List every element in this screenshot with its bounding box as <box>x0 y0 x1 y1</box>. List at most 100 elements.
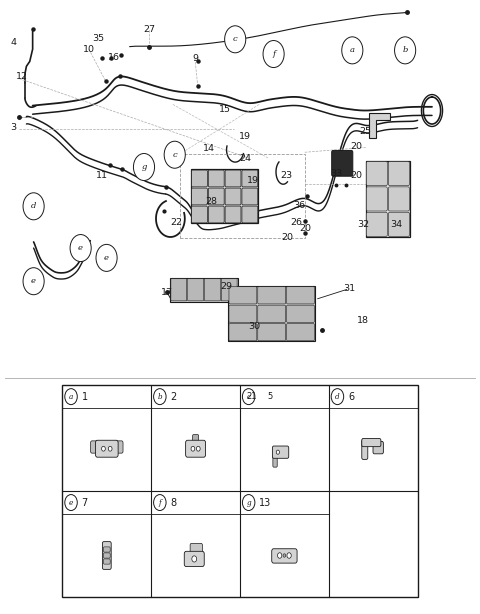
Text: 25: 25 <box>360 127 372 136</box>
FancyBboxPatch shape <box>192 206 207 223</box>
FancyBboxPatch shape <box>229 305 257 322</box>
FancyBboxPatch shape <box>242 206 258 223</box>
FancyBboxPatch shape <box>229 287 257 304</box>
FancyBboxPatch shape <box>242 188 258 205</box>
FancyBboxPatch shape <box>192 170 207 187</box>
Text: 36: 36 <box>293 201 305 209</box>
Circle shape <box>108 446 112 451</box>
FancyBboxPatch shape <box>388 187 409 211</box>
Text: 22: 22 <box>170 218 182 227</box>
Text: 17: 17 <box>161 288 173 297</box>
Text: f: f <box>158 499 161 507</box>
Circle shape <box>65 494 77 510</box>
FancyBboxPatch shape <box>221 279 237 301</box>
Text: 24: 24 <box>239 154 251 163</box>
Text: e: e <box>78 244 83 252</box>
FancyBboxPatch shape <box>388 161 409 185</box>
Circle shape <box>23 193 44 220</box>
Circle shape <box>225 26 246 53</box>
FancyBboxPatch shape <box>362 438 381 446</box>
Circle shape <box>102 446 105 451</box>
Text: 29: 29 <box>221 282 232 290</box>
Text: 12: 12 <box>15 72 27 81</box>
FancyBboxPatch shape <box>373 441 384 454</box>
Bar <box>366 161 410 237</box>
Circle shape <box>154 389 166 405</box>
FancyBboxPatch shape <box>225 170 241 187</box>
FancyBboxPatch shape <box>192 435 199 444</box>
Text: c: c <box>247 392 251 400</box>
Text: 32: 32 <box>357 220 369 229</box>
Bar <box>228 286 315 341</box>
FancyBboxPatch shape <box>190 543 203 556</box>
Bar <box>191 169 258 223</box>
Text: 1: 1 <box>82 392 88 402</box>
Text: b: b <box>402 46 408 55</box>
Text: 20: 20 <box>350 142 362 150</box>
FancyBboxPatch shape <box>208 188 224 205</box>
Circle shape <box>192 556 197 562</box>
Circle shape <box>263 41 284 68</box>
FancyBboxPatch shape <box>102 542 111 569</box>
Text: c: c <box>233 35 238 44</box>
Text: g: g <box>246 499 251 507</box>
FancyBboxPatch shape <box>184 551 204 567</box>
FancyBboxPatch shape <box>388 212 409 236</box>
FancyBboxPatch shape <box>225 206 241 223</box>
Circle shape <box>191 446 195 451</box>
FancyBboxPatch shape <box>258 305 286 322</box>
Circle shape <box>96 244 117 271</box>
Circle shape <box>276 450 279 454</box>
FancyBboxPatch shape <box>115 441 123 453</box>
FancyBboxPatch shape <box>208 206 224 223</box>
Text: 28: 28 <box>205 197 217 206</box>
Circle shape <box>242 494 255 510</box>
Text: g: g <box>141 163 147 171</box>
Text: e: e <box>31 277 36 286</box>
FancyBboxPatch shape <box>287 324 314 341</box>
Text: 35: 35 <box>92 34 105 42</box>
FancyBboxPatch shape <box>96 440 118 457</box>
Text: 14: 14 <box>204 144 215 153</box>
Text: 16: 16 <box>108 53 120 62</box>
FancyBboxPatch shape <box>287 287 314 304</box>
FancyBboxPatch shape <box>204 279 220 301</box>
FancyBboxPatch shape <box>225 188 241 205</box>
FancyBboxPatch shape <box>362 440 368 459</box>
Text: 31: 31 <box>343 284 356 293</box>
FancyBboxPatch shape <box>229 324 257 341</box>
FancyBboxPatch shape <box>91 441 99 453</box>
FancyBboxPatch shape <box>103 547 110 552</box>
Text: 21: 21 <box>247 392 257 401</box>
Text: 33: 33 <box>330 169 342 177</box>
Bar <box>180 154 305 238</box>
Circle shape <box>65 389 77 405</box>
Text: 18: 18 <box>357 316 369 325</box>
Text: 5: 5 <box>267 392 272 401</box>
Bar <box>62 385 418 597</box>
Text: 15: 15 <box>219 105 231 114</box>
Circle shape <box>154 494 166 510</box>
Text: 30: 30 <box>248 322 261 331</box>
Text: 9: 9 <box>192 54 198 63</box>
Text: 26: 26 <box>290 218 302 227</box>
Circle shape <box>395 37 416 64</box>
Text: d: d <box>31 202 36 211</box>
FancyBboxPatch shape <box>186 440 205 457</box>
Text: 34: 34 <box>390 220 403 229</box>
Circle shape <box>164 141 185 168</box>
Text: 27: 27 <box>143 25 155 34</box>
Text: 11: 11 <box>96 171 108 180</box>
FancyBboxPatch shape <box>272 549 297 563</box>
Text: e: e <box>69 499 73 507</box>
Text: 3: 3 <box>11 123 16 132</box>
FancyBboxPatch shape <box>332 150 353 176</box>
Circle shape <box>196 446 200 451</box>
FancyBboxPatch shape <box>258 287 286 304</box>
Text: 23: 23 <box>280 171 292 180</box>
FancyBboxPatch shape <box>366 161 387 185</box>
Text: e: e <box>104 254 109 262</box>
Text: a: a <box>69 392 73 400</box>
Text: b: b <box>157 392 162 400</box>
Circle shape <box>277 553 282 558</box>
